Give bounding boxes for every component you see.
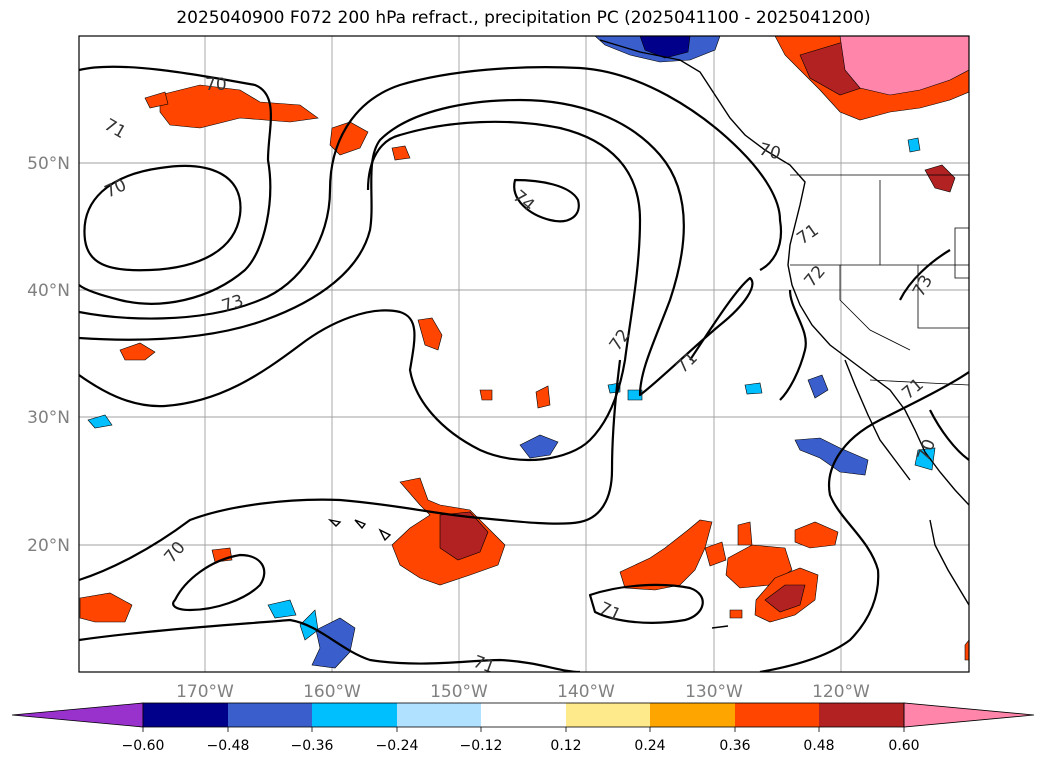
- precip-patch: [627, 389, 643, 401]
- lat-tick-label: 40°N: [27, 281, 70, 301]
- precip-patch: [417, 317, 443, 351]
- lon-tick-label: 160°W: [303, 682, 361, 702]
- precip-patch: [914, 447, 936, 471]
- precip-patch: [729, 609, 743, 619]
- colorbar-label: −0.12: [460, 738, 503, 754]
- contour-label: 71: [470, 652, 497, 678]
- precip-fields: [79, 36, 969, 669]
- colorbar-label: −0.36: [291, 738, 334, 754]
- colorbar-frame: [142, 702, 905, 728]
- colorbar-label: 0.60: [888, 738, 919, 754]
- precip-patch: [964, 639, 969, 661]
- precip-patch: [619, 519, 713, 591]
- precip-patch: [159, 84, 319, 129]
- lat-tick-label: 30°N: [27, 408, 70, 428]
- precip-patch: [519, 434, 559, 459]
- precip-patch: [807, 374, 829, 399]
- precip-patch: [87, 414, 113, 429]
- lon-tick-label: 130°W: [685, 682, 743, 702]
- colorbar-segment: [819, 703, 904, 727]
- colorbar-ticks: [142, 727, 905, 732]
- map-title: 2025040900 F072 200 hPa refract., precip…: [176, 8, 871, 28]
- colorbar-label: 0.24: [634, 738, 665, 754]
- colorbar-label: 0.12: [550, 738, 581, 754]
- lon-tick-label: 140°W: [557, 682, 615, 702]
- lon-axis: 170°W 160°W 150°W 140°W 130°W 120°W: [176, 682, 870, 702]
- colorbar-segment: [397, 703, 481, 727]
- colorbar-label: −0.60: [122, 738, 165, 754]
- precip-patch: [79, 592, 133, 623]
- precip-patch: [907, 137, 921, 153]
- colorbar: −0.60 −0.48 −0.36 −0.24 −0.12 0.12 0.24 …: [11, 702, 1035, 754]
- plot-area: [79, 36, 969, 672]
- contour-lines: [79, 65, 969, 672]
- colorbar-label: 0.48: [803, 738, 834, 754]
- lat-tick-label: 20°N: [27, 536, 70, 556]
- colorbar-segment: [143, 703, 228, 727]
- colorbar-segment: [481, 703, 566, 727]
- precip-patch: [839, 36, 969, 96]
- precip-patch: [704, 541, 727, 567]
- precip-patch: [311, 617, 356, 669]
- colorbar-extend-high: [903, 702, 1035, 728]
- precip-patch: [794, 521, 839, 549]
- precip-patch: [267, 599, 297, 619]
- lat-tick-label: 50°N: [27, 154, 70, 174]
- precip-patch: [535, 385, 551, 409]
- colorbar-label: 0.36: [719, 738, 750, 754]
- precip-patch: [794, 437, 869, 476]
- precip-patch: [144, 91, 169, 109]
- plot-frame: [78, 35, 970, 673]
- colorbar-segment: [650, 703, 735, 727]
- colorbar-label: −0.24: [376, 738, 419, 754]
- precip-patch: [764, 584, 806, 613]
- contour-label: 70: [205, 75, 227, 95]
- precip-patch: [391, 145, 411, 161]
- coastlines: [327, 39, 969, 629]
- precip-patch: [479, 389, 493, 401]
- precip-patch: [639, 36, 691, 59]
- colorbar-extend-low: [11, 702, 144, 728]
- precip-patch: [924, 164, 956, 193]
- lon-tick-label: 120°W: [812, 682, 870, 702]
- colorbar-segment: [735, 703, 819, 727]
- colorbar-segment: [566, 703, 650, 727]
- colorbar-segment: [228, 703, 312, 727]
- precip-patch: [439, 511, 489, 561]
- lat-axis: 50°N 40°N 30°N 20°N: [27, 154, 70, 556]
- precip-patch: [119, 342, 156, 361]
- lon-tick-label: 170°W: [176, 682, 234, 702]
- colorbar-segment: [312, 703, 397, 727]
- precip-patch: [744, 382, 763, 395]
- lon-tick-label: 150°W: [430, 682, 488, 702]
- colorbar-label: −0.48: [207, 738, 250, 754]
- precip-patch: [737, 521, 753, 546]
